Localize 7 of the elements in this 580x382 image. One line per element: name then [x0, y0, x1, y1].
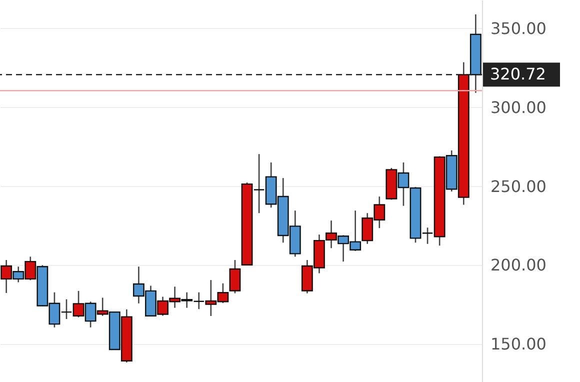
y-tick-label: 200.00 [490, 256, 546, 275]
ref-line-label: 320.72 [490, 64, 546, 84]
y-tick-label: 350.00 [490, 18, 546, 38]
y-tick-label: 300.00 [490, 98, 546, 117]
candlestick [229, 259, 241, 294]
y-tick-label: 250.00 [490, 176, 546, 196]
y-tick-label: 150.00 [490, 334, 546, 354]
